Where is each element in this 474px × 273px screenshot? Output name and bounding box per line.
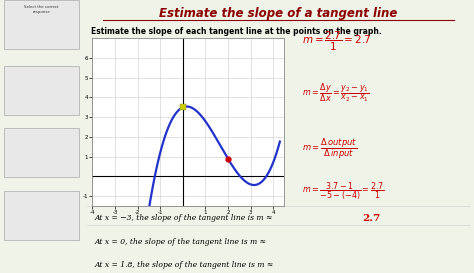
Text: $m = \dfrac{\Delta y}{\Delta x} = \dfrac{y_2 - y_1}{x_2 - x_1}$: $m = \dfrac{\Delta y}{\Delta x} = \dfrac… — [302, 82, 370, 104]
Bar — [4, 128, 79, 177]
Text: At x = −3, the slope of the tangent line is m ≈: At x = −3, the slope of the tangent line… — [95, 214, 275, 222]
Text: Estimate the slope of each tangent line at the points on the graph.: Estimate the slope of each tangent line … — [91, 27, 382, 36]
Text: At x = 1.8, the slope of the tangent line is m ≈: At x = 1.8, the slope of the tangent lin… — [95, 261, 274, 269]
Text: $m = \dfrac{\Delta\,output}{\Delta\,input}$: $m = \dfrac{\Delta\,output}{\Delta\,inpu… — [302, 136, 357, 161]
Text: At x = 0, the slope of the tangent line is m ≈: At x = 0, the slope of the tangent line … — [95, 238, 267, 245]
Text: $m = \dfrac{3.7-1}{-5-(-4)} = \dfrac{2.7}{1}$: $m = \dfrac{3.7-1}{-5-(-4)} = \dfrac{2.7… — [302, 180, 384, 202]
Text: Select the correct
response: Select the correct response — [24, 5, 59, 14]
Bar — [4, 0, 79, 49]
Text: Estimate the slope of a tangent line: Estimate the slope of a tangent line — [159, 7, 398, 20]
Bar — [4, 191, 79, 240]
Text: $m = \dfrac{2.7}{1} = 2.7$: $m = \dfrac{2.7}{1} = 2.7$ — [302, 30, 372, 53]
Bar — [4, 66, 79, 115]
Text: 2.7: 2.7 — [363, 214, 381, 223]
